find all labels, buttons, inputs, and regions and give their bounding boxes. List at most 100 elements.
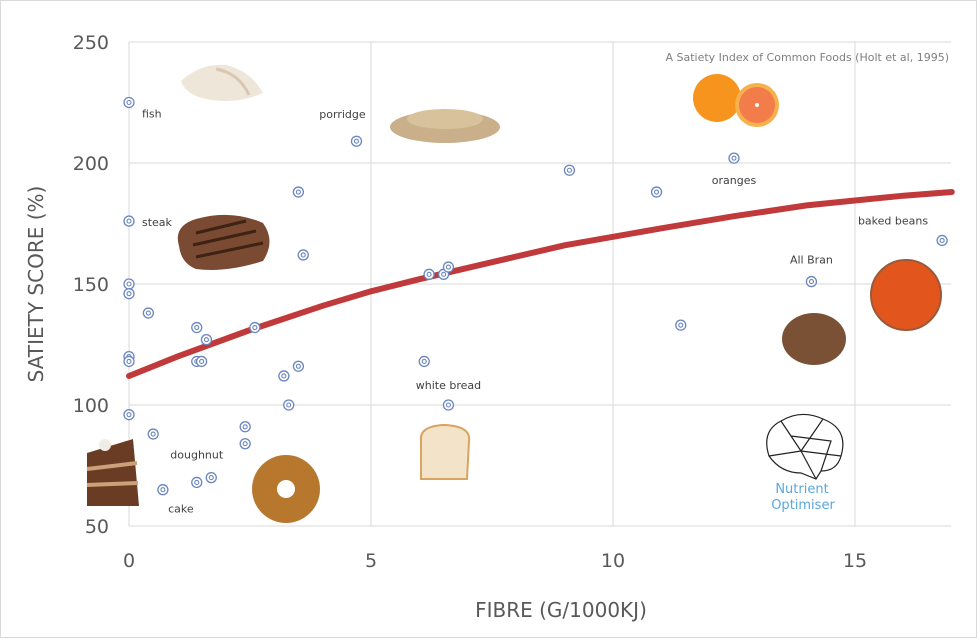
data-point-outer-ring	[142, 307, 155, 319]
x-tick-label: 15	[843, 550, 867, 572]
data-point-outer-ring	[442, 261, 455, 273]
data-point-outer-ring	[123, 278, 135, 290]
data-point-inner-ring	[199, 358, 205, 364]
data-point	[191, 476, 203, 489]
data-point-outer-ring	[157, 484, 169, 496]
data-point-outer-ring	[418, 355, 430, 368]
data-point-inner-ring	[300, 252, 306, 258]
data-point-inner-ring	[242, 424, 248, 430]
data-point-inner-ring	[295, 363, 301, 369]
oranges-image	[693, 74, 779, 127]
data-point-outer-ring	[123, 288, 135, 300]
data-point	[292, 360, 305, 372]
data-point-outer-ring	[191, 476, 203, 489]
data-point	[442, 399, 455, 411]
brain-icon	[766, 413, 844, 480]
data-point-inner-ring	[126, 99, 132, 106]
data-point-outer-ring	[650, 186, 663, 198]
data-point-outer-ring	[123, 96, 135, 109]
data-point-inner-ring	[126, 358, 132, 364]
data-point	[123, 96, 135, 109]
data-point-inner-ring	[445, 264, 451, 270]
data-point	[423, 268, 435, 280]
data-points	[123, 96, 948, 496]
data-point	[936, 234, 948, 247]
data-point-inner-ring	[566, 167, 572, 173]
data-point-outer-ring	[675, 319, 687, 331]
data-point-outer-ring	[147, 428, 159, 440]
gridlines	[128, 41, 951, 527]
data-point	[563, 164, 576, 176]
data-point-inner-ring	[295, 189, 301, 195]
data-point-outer-ring	[442, 399, 455, 411]
data-point	[123, 215, 135, 227]
fish-image	[181, 64, 263, 101]
data-point-inner-ring	[654, 189, 660, 195]
y-tick-label: 250	[73, 32, 109, 54]
data-point-inner-ring	[426, 271, 432, 277]
data-point-inner-ring	[353, 138, 360, 144]
data-point-outer-ring	[805, 275, 818, 288]
data-point	[297, 249, 309, 261]
point-label: doughnut	[170, 448, 224, 461]
data-point-inner-ring	[441, 271, 447, 277]
data-point-inner-ring	[281, 373, 287, 379]
y-tick-label: 200	[73, 153, 109, 175]
data-point-outer-ring	[123, 409, 135, 421]
data-point-outer-ring	[283, 399, 295, 411]
data-point	[675, 319, 687, 331]
point-label: porridge	[319, 108, 366, 121]
x-tick-label: 5	[365, 550, 377, 572]
data-point-inner-ring	[160, 487, 166, 493]
point-label: fish	[142, 108, 162, 121]
trendline	[126, 189, 955, 379]
point-label: white bread	[416, 379, 481, 392]
point-label: cake	[168, 503, 194, 516]
data-point-outer-ring	[292, 186, 305, 198]
data-point-outer-ring	[423, 268, 435, 280]
data-point	[239, 438, 251, 450]
y-tick-label: 150	[73, 274, 109, 296]
x-axis-title: FIBRE (G/1000KJ)	[475, 598, 647, 622]
white-bread-image	[419, 423, 471, 480]
data-point	[805, 275, 818, 288]
data-point-outer-ring	[936, 234, 948, 247]
data-point	[418, 355, 430, 368]
data-point-inner-ring	[126, 291, 132, 297]
data-point	[147, 428, 159, 440]
data-point	[283, 399, 295, 411]
data-point-inner-ring	[808, 279, 814, 285]
data-point-outer-ring	[297, 249, 309, 261]
data-point	[123, 278, 135, 290]
x-tick-label: 0	[123, 550, 135, 572]
y-tick-label: 50	[85, 516, 109, 538]
data-point-outer-ring	[292, 360, 305, 372]
data-point-outer-ring	[239, 421, 251, 433]
data-point	[191, 321, 203, 334]
data-point-inner-ring	[126, 218, 132, 224]
chart-title: A Satiety Index of Common Foods (Holt et…	[665, 51, 949, 64]
data-point	[292, 186, 305, 198]
point-label: baked beans	[858, 214, 928, 227]
data-point-inner-ring	[150, 431, 156, 437]
nutrient-optimiser-logo: Nutrient Optimiser	[766, 413, 844, 513]
baked-beans-image	[870, 259, 942, 331]
data-point-outer-ring	[191, 321, 203, 334]
data-point-inner-ring	[126, 281, 132, 287]
data-point	[278, 370, 290, 382]
data-point-outer-ring	[350, 135, 363, 147]
cake-image	[86, 439, 139, 506]
data-point-inner-ring	[421, 358, 427, 364]
food-images	[86, 64, 942, 523]
data-point-outer-ring	[123, 355, 135, 368]
data-point-outer-ring	[200, 334, 213, 346]
data-point	[249, 321, 261, 334]
data-point	[200, 334, 213, 346]
data-point-inner-ring	[939, 237, 945, 243]
point-label: oranges	[712, 174, 757, 187]
data-point-inner-ring	[445, 402, 451, 408]
data-point	[195, 355, 208, 368]
y-tick-label: 100	[73, 395, 109, 417]
data-point-inner-ring	[194, 325, 200, 331]
